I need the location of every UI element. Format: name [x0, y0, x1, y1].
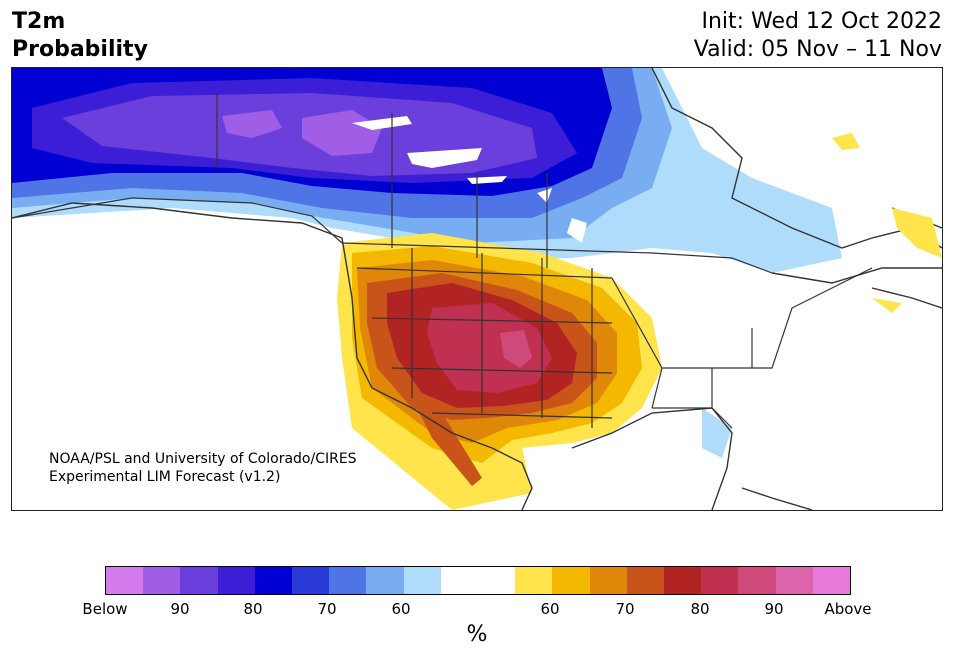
colorbar-tick-label: 70: [317, 600, 337, 618]
colorbar-cell: [143, 567, 181, 594]
colorbar-cell: [626, 567, 665, 594]
credit-line-2: Experimental LIM Forecast (v1.2): [49, 469, 281, 485]
political-borders: [12, 93, 873, 429]
init-date: Init: Wed 12 Oct 2022: [701, 9, 942, 34]
colorbar-cell: [812, 567, 851, 594]
colorbar-cell: [664, 567, 702, 594]
colorbar-tick-label: Above: [824, 600, 872, 618]
valid-range: Valid: 05 Nov – 11 Nov: [693, 37, 942, 62]
colorbar-cell: [738, 567, 776, 594]
colorbar-tick-label: Below: [82, 600, 128, 618]
colorbar-cell: [515, 567, 553, 594]
forecast-dates: Init: Wed 12 Oct 2022 Valid: 05 Nov – 11…: [694, 8, 942, 64]
title-line-probability: Probability: [12, 37, 148, 62]
colorbar-tick-label: 60: [391, 600, 411, 618]
colorbar-unit: %: [466, 622, 488, 647]
forecast-map: [11, 67, 943, 511]
colorbar-tick-label: 70: [615, 600, 635, 618]
colorbar-cell: [701, 567, 739, 594]
colorbar-cell: [440, 567, 479, 594]
colorbar-tick-label: 90: [170, 600, 190, 618]
colorbar-cell: [403, 567, 441, 594]
map-title: T2m Probability: [12, 8, 148, 64]
colorbar-cell: [292, 567, 330, 594]
probability-colorbar: [105, 566, 851, 595]
east-cold-patch: [702, 408, 732, 458]
credit-text: NOAA/PSL and University of Colorado/CIRE…: [49, 450, 357, 486]
colorbar-tick-label: 90: [764, 600, 784, 618]
colorbar-cell: [180, 567, 218, 594]
colorbar-cell: [366, 567, 404, 594]
map-canvas: [12, 68, 942, 510]
colorbar-cell: [329, 567, 367, 594]
colorbar-cell: [775, 567, 813, 594]
colorbar-cell: [217, 567, 255, 594]
colorbar-cell: [552, 567, 590, 594]
coastlines: [12, 68, 942, 510]
colorbar-cell: [106, 567, 144, 594]
cold-core: [222, 110, 382, 156]
colorbar-tick-label: 80: [243, 600, 263, 618]
colorbar-tick-label: 80: [690, 600, 710, 618]
lake-patch: [352, 116, 587, 243]
credit-line-1: NOAA/PSL and University of Colorado/CIRE…: [49, 451, 357, 467]
colorbar-cell: [478, 567, 516, 594]
title-line-variable: T2m: [12, 9, 66, 34]
newfoundland-warm: [832, 133, 942, 313]
colorbar-cell: [254, 567, 293, 594]
colorbar-tick-label: 60: [540, 600, 560, 618]
colorbar-cell: [589, 567, 627, 594]
baja-warm: [412, 398, 482, 486]
warm-core: [500, 330, 532, 368]
